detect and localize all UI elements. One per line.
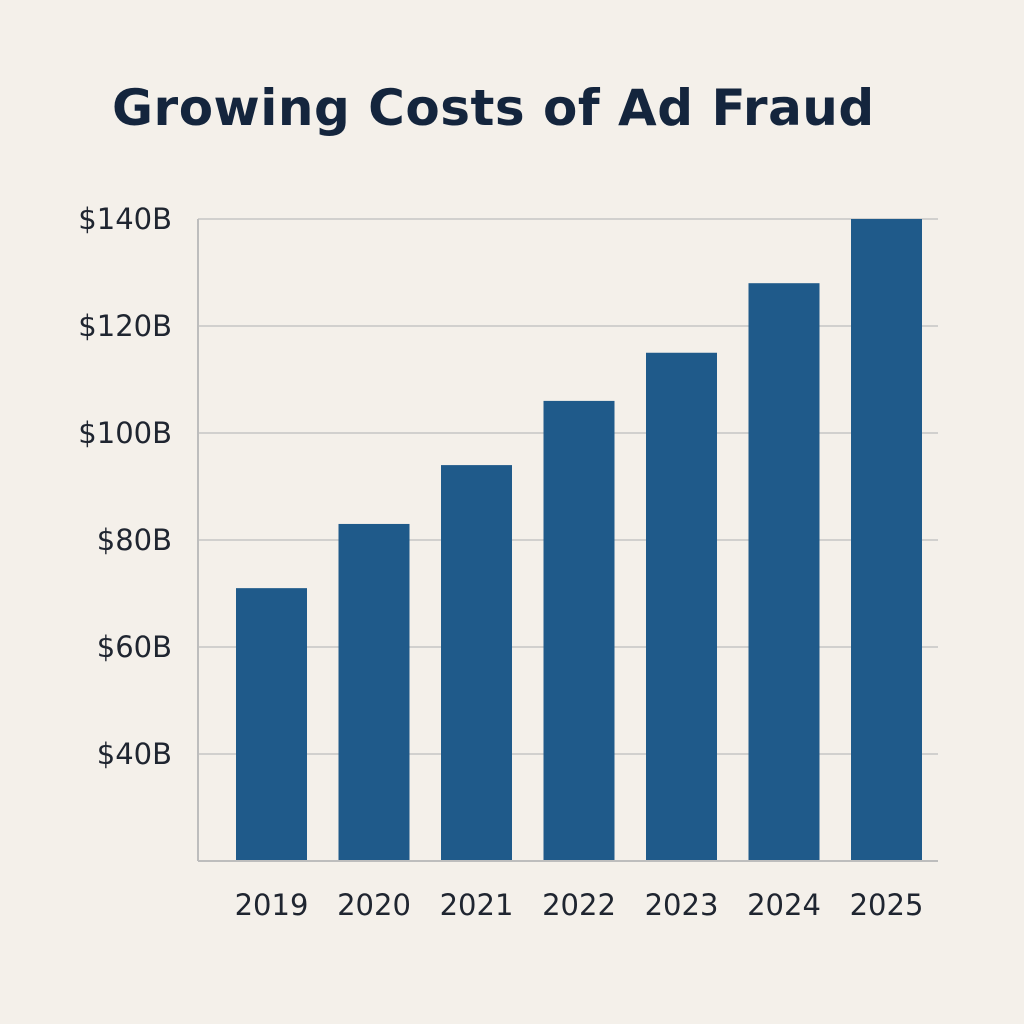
x-tick-label: 2021 [440,888,514,922]
bar [851,219,922,861]
y-tick-label: $140B [78,202,172,236]
bar [748,283,820,861]
y-axis-tick-labels: $40B $60B $80B $100B $120B $140B [78,202,172,771]
x-tick-label: 2019 [235,888,309,922]
bar [543,400,615,861]
x-tick-label: 2022 [542,888,616,922]
bars [236,219,922,861]
x-axis-tick-labels: 2019 2020 2021 2022 2023 2024 2025 [235,888,924,922]
x-tick-label: 2020 [337,888,411,922]
y-tick-label: $100B [78,416,172,450]
axes [197,219,938,862]
bar [441,465,512,861]
bar [646,352,717,861]
x-tick-label: 2023 [645,888,719,922]
x-tick-label: 2024 [747,888,821,922]
chart-title: Growing Costs of Ad Fraud [112,79,875,137]
y-tick-label: $80B [97,523,172,557]
y-tick-label: $60B [97,630,172,664]
y-tick-label: $40B [97,737,172,771]
y-tick-label: $120B [78,309,172,343]
bar [338,523,410,861]
bar [236,588,307,861]
x-tick-label: 2025 [850,888,924,922]
